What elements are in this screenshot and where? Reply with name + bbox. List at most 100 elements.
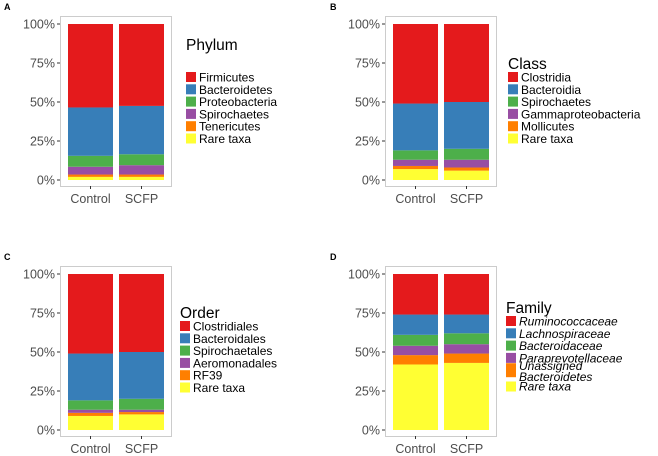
bar-segment (393, 355, 438, 365)
bar-segment (119, 414, 164, 430)
legend-title: Order (180, 305, 220, 322)
bar-segment (444, 24, 489, 102)
bar-segment (68, 415, 113, 430)
y-tick-label: 50% (30, 96, 55, 110)
bar-segment (444, 314, 489, 334)
bar-segment (119, 409, 164, 413)
legend-label: Rare taxa (519, 380, 571, 394)
bar-segment (119, 176, 164, 180)
bar-segment (68, 174, 113, 177)
legend-label: Ruminococcaceae (519, 315, 618, 329)
y-tick-label: 0% (362, 424, 380, 438)
x-tick-label: Control (395, 442, 435, 456)
legend-swatch (506, 316, 516, 326)
y-tick-label: 0% (37, 424, 55, 438)
legend-label: Rare taxa (199, 132, 251, 146)
legend-label: Spirochaetales (193, 344, 272, 358)
bar-segment (393, 103, 438, 151)
y-tick-label: 100% (348, 18, 380, 32)
x-tick-label: Control (395, 192, 435, 206)
y-tick-label: 25% (30, 135, 55, 149)
y-tick-label: 0% (37, 174, 55, 188)
y-tick-label: 25% (355, 385, 380, 399)
bar-segment (393, 24, 438, 104)
bar-segment (119, 412, 164, 415)
legend-label: Rare taxa (521, 132, 573, 146)
legend-label: Spirochaetes (521, 95, 591, 109)
legend-title: Family (506, 300, 552, 317)
legend-swatch (508, 84, 518, 95)
legend-label: Clostridiales (193, 320, 258, 334)
legend-swatch (508, 121, 518, 132)
bar-segment (444, 148, 489, 160)
bar-segment (444, 102, 489, 149)
x-tick-label: SCFP (125, 442, 158, 456)
bar-segment (444, 274, 489, 315)
bar-segment (444, 344, 489, 354)
bar-segment (68, 400, 113, 410)
legend-swatch (180, 357, 190, 368)
legend-swatch (508, 96, 518, 107)
legend-swatch (508, 108, 518, 119)
legend-label: Lachnospiraceae (519, 327, 611, 341)
legend-swatch (180, 345, 190, 356)
legend-label: Spirochaetes (199, 107, 269, 121)
legend-label: Proteobacteria (199, 95, 277, 109)
legend-swatch (506, 328, 516, 339)
legend-swatch (508, 72, 518, 82)
bar-segment (444, 362, 489, 430)
legend-swatch (186, 72, 196, 82)
bar-segment (68, 166, 113, 175)
legend-title: Phylum (186, 37, 238, 54)
y-tick-label: 100% (23, 268, 55, 282)
bar-segment (444, 167, 489, 171)
legend-swatch (506, 352, 516, 363)
legend-label: Firmicutes (199, 71, 254, 85)
legend-swatch (508, 133, 518, 144)
x-tick-label: SCFP (450, 192, 483, 206)
legend-swatch (506, 340, 516, 351)
bar-segment (444, 333, 489, 345)
bar-segment (68, 412, 113, 416)
y-tick-label: 75% (30, 307, 55, 321)
legend-swatch-extended (506, 363, 516, 378)
legend-swatch (186, 96, 196, 107)
bar-segment (119, 352, 164, 399)
bar-segment (444, 159, 489, 168)
legend-swatch (186, 84, 196, 95)
bar-segment (393, 165, 438, 170)
y-tick-label: 0% (362, 174, 380, 188)
bar-segment (119, 398, 164, 410)
legend-label: Bacteroidetes (199, 83, 272, 97)
y-tick-label: 75% (30, 57, 55, 71)
legend-label: Tenericutes (199, 120, 260, 134)
legend-label: Bacteroidia (521, 83, 581, 97)
x-tick-label: SCFP (125, 192, 158, 206)
bar-segment (119, 174, 164, 177)
bar-segment (119, 24, 164, 106)
panel-letter-d: D (330, 252, 337, 262)
bar-segment (393, 159, 438, 166)
legend-label: Gammaproteobacteria (521, 107, 641, 121)
bar-segment (68, 176, 113, 180)
y-tick-label: 50% (355, 346, 380, 360)
legend-swatch (186, 133, 196, 144)
y-tick-label: 100% (23, 18, 55, 32)
bar-segment (393, 274, 438, 315)
bar-segment (119, 154, 164, 166)
legend-swatch (180, 333, 190, 344)
bar-segment (119, 165, 164, 175)
y-tick-label: 25% (355, 135, 380, 149)
bar-segment (68, 155, 113, 167)
legend-swatch (186, 108, 196, 119)
panel-letter-a: A (4, 2, 11, 12)
legend-label: Bacteroidetes (519, 370, 592, 384)
bar-segment (68, 353, 113, 401)
x-tick-label: Control (70, 192, 110, 206)
legend-swatch (180, 370, 190, 381)
legend-label: Clostridia (521, 71, 571, 85)
legend-label-unassigned: Unassigned (519, 359, 583, 373)
bar-segment (393, 345, 438, 356)
bar-segment (119, 274, 164, 352)
